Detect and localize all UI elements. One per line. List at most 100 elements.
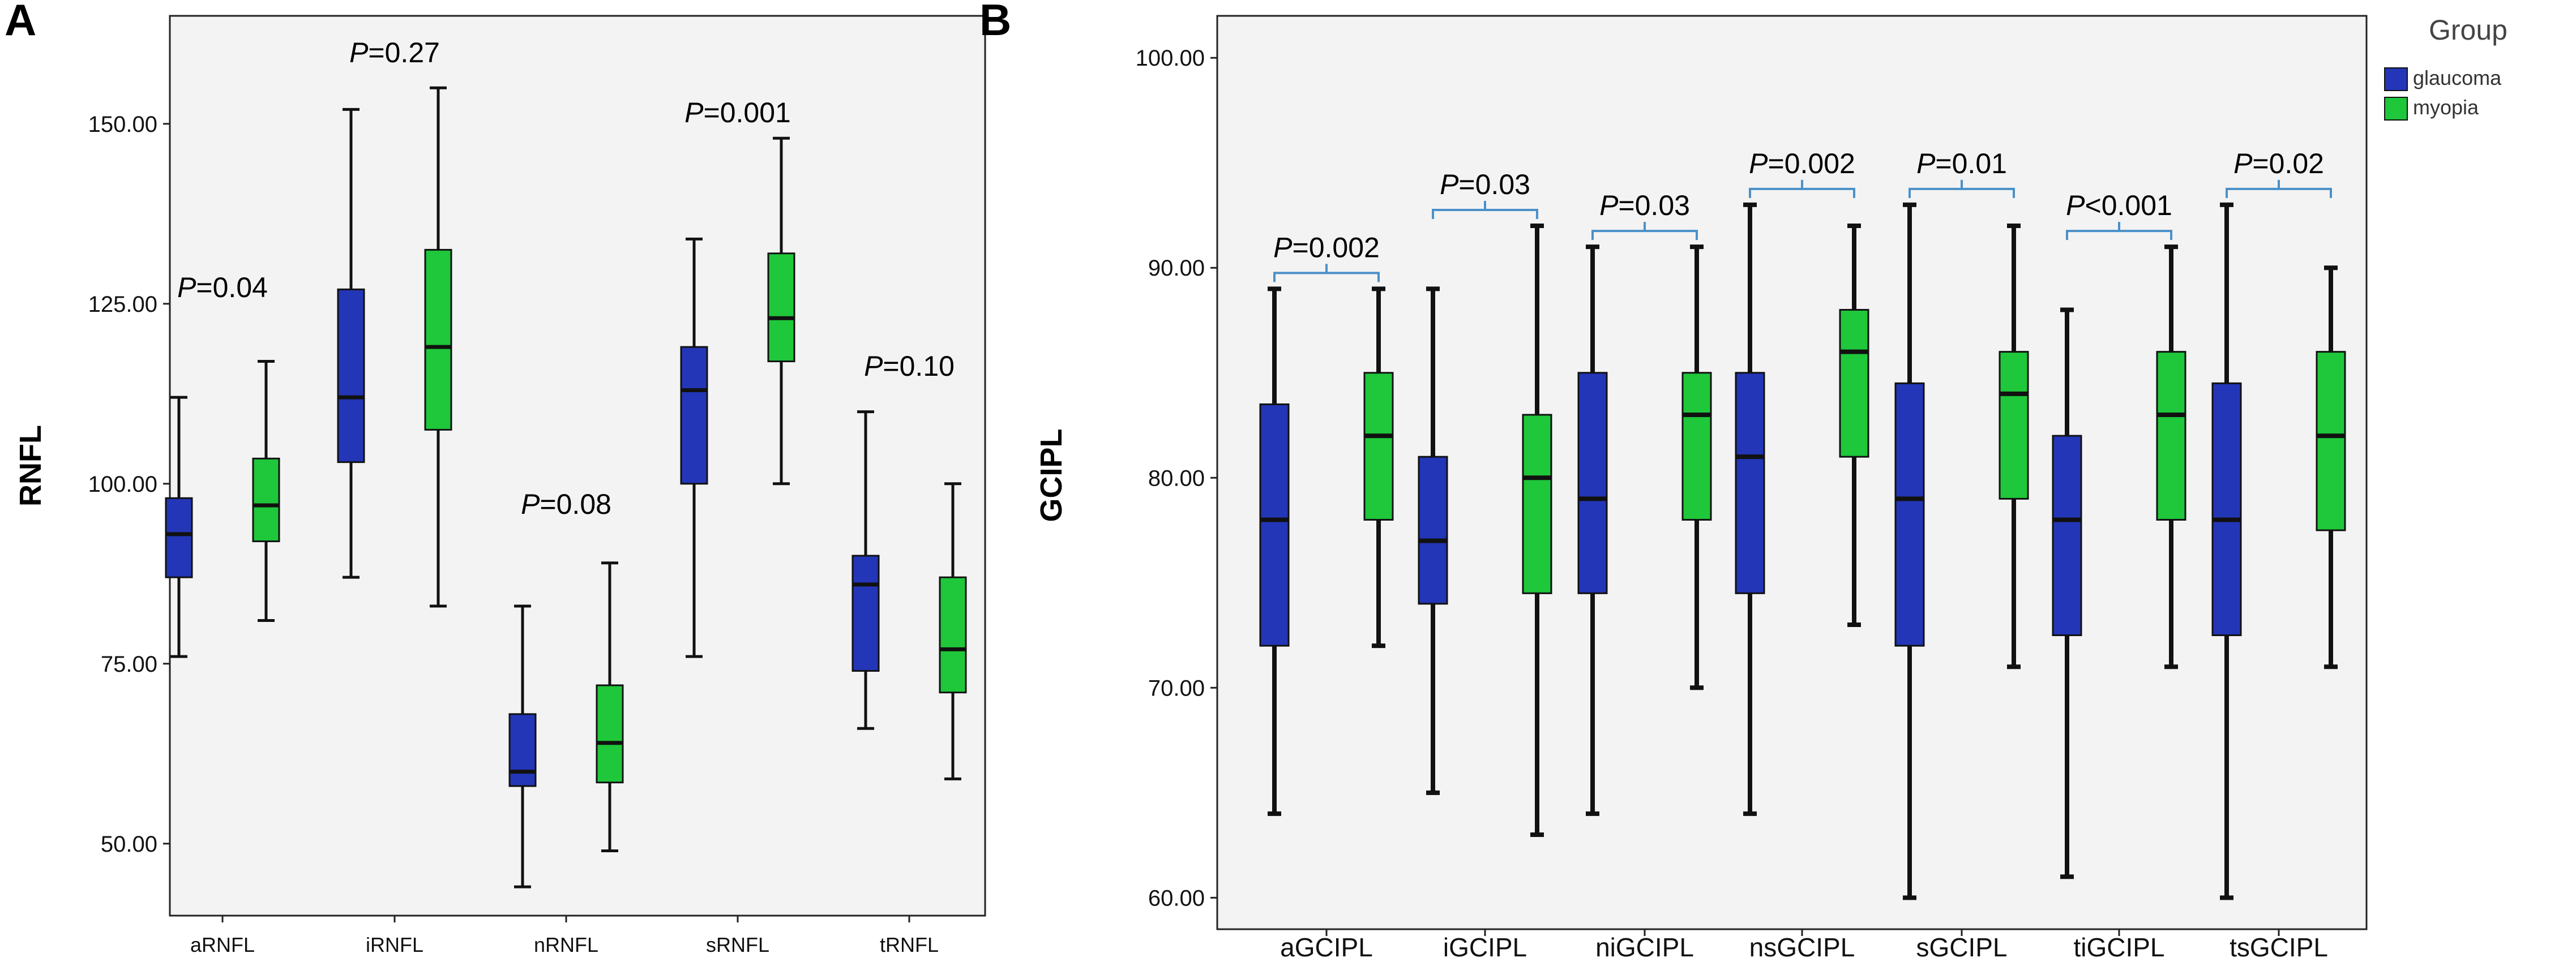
box-iqr bbox=[2316, 351, 2346, 531]
box-glaucoma-tigcipl bbox=[2052, 307, 2082, 879]
box-glaucoma-tsgcipl bbox=[2211, 202, 2242, 900]
box-myopia-igcipl bbox=[1522, 224, 1552, 838]
p-value: =0.27 bbox=[368, 37, 440, 68]
p-symbol: P bbox=[1599, 190, 1619, 221]
box-glaucoma-nsgcipl bbox=[1735, 202, 1765, 816]
x-tick-label-irnfl: iRNFL bbox=[366, 933, 423, 956]
box-iqr bbox=[680, 346, 708, 485]
box-myopia-irnfl bbox=[424, 86, 452, 608]
p-symbol: P bbox=[177, 272, 196, 303]
box-myopia-nsgcipl bbox=[1839, 224, 1869, 627]
p-value: =0.03 bbox=[1458, 169, 1530, 200]
legend-label-glaucoma: glaucoma bbox=[2413, 66, 2502, 89]
legend-title: Group bbox=[2429, 14, 2507, 46]
box-iqr bbox=[1999, 351, 2029, 500]
box-iqr bbox=[1522, 414, 1552, 594]
panel-a-y-axis-label: RNFL bbox=[14, 425, 48, 506]
p-value-label-nsgcipl: P=0.002 bbox=[1749, 148, 1855, 179]
box-myopia-tsgcipl bbox=[2316, 265, 2346, 669]
box-iqr bbox=[2052, 435, 2082, 637]
box-myopia-nrnfl bbox=[596, 561, 624, 853]
x-tick-label-nsgcipl: nsGCIPL bbox=[1749, 933, 1855, 962]
p-value: =0.08 bbox=[540, 488, 611, 520]
panel-a-y-ticks: 50.00 75.00 100.00 125.00 150.00 bbox=[88, 112, 170, 857]
p-value-label-trnfl: P=0.10 bbox=[864, 350, 955, 382]
panel-b-y-ticks: 60.00 70.00 80.00 90.00 100.00 bbox=[1136, 46, 1217, 911]
y-tick-label: 150.00 bbox=[88, 112, 157, 137]
legend-swatch-myopia bbox=[2384, 97, 2408, 121]
panel-a-plot-area bbox=[169, 15, 986, 917]
panel-b-boxes bbox=[1259, 202, 2346, 900]
p-value: =0.002 bbox=[1768, 148, 1855, 179]
p-symbol: P bbox=[1916, 148, 1936, 179]
p-value: <0.001 bbox=[2085, 190, 2172, 221]
y-tick-label: 100.00 bbox=[1136, 46, 1205, 71]
significance-bracket-sgcipl bbox=[1909, 179, 2015, 198]
panel-a-letter: A bbox=[5, 0, 36, 45]
p-symbol: P bbox=[2066, 190, 2085, 221]
y-tick-label: 125.00 bbox=[88, 292, 157, 317]
y-tick-label: 60.00 bbox=[1148, 886, 1205, 911]
x-tick-label-tsgcipl: tsGCIPL bbox=[2230, 933, 2328, 962]
box-iqr bbox=[1894, 382, 1925, 647]
p-value: =0.01 bbox=[1935, 148, 2007, 179]
p-symbol: P bbox=[349, 37, 369, 68]
y-tick-label: 50.00 bbox=[101, 832, 157, 857]
p-value-label-igcipl: P=0.03 bbox=[1440, 169, 1530, 200]
p-value: =0.001 bbox=[704, 97, 791, 128]
significance-bracket-nigcipl bbox=[1591, 222, 1698, 241]
box-iqr bbox=[851, 555, 880, 672]
p-value: =0.10 bbox=[883, 350, 955, 382]
box-glaucoma-srnfl bbox=[680, 237, 708, 658]
y-tick-label: 100.00 bbox=[88, 472, 157, 497]
significance-bracket-tsgcipl bbox=[2226, 179, 2332, 198]
box-myopia-nigcipl bbox=[1681, 244, 1712, 690]
box-glaucoma-igcipl bbox=[1418, 286, 1448, 795]
p-value: =0.04 bbox=[196, 272, 268, 303]
p-value: =0.03 bbox=[1618, 190, 1690, 221]
x-tick-label-arnfl: aRNFL bbox=[190, 933, 255, 956]
x-tick-label-igcipl: iGCIPL bbox=[1443, 933, 1527, 962]
box-iqr bbox=[1418, 456, 1448, 605]
x-tick-label-nrnfl: nRNFL bbox=[534, 933, 598, 956]
box-glaucoma-sgcipl bbox=[1894, 202, 1925, 900]
significance-bracket-tigcipl bbox=[2066, 222, 2172, 241]
p-value-label-srnfl: P=0.001 bbox=[684, 97, 791, 128]
box-glaucoma-nigcipl bbox=[1577, 244, 1608, 816]
y-tick-label: 70.00 bbox=[1148, 676, 1205, 701]
box-iqr bbox=[1363, 372, 1394, 521]
legend-swatch-glaucoma bbox=[2384, 67, 2408, 91]
p-symbol: P bbox=[1440, 169, 1459, 200]
p-value-label-sgcipl: P=0.01 bbox=[1916, 148, 2007, 179]
p-value-label-tigcipl: P<0.001 bbox=[2066, 190, 2172, 221]
p-value: =0.02 bbox=[2252, 148, 2324, 179]
p-value-label-nigcipl: P=0.03 bbox=[1599, 190, 1690, 221]
p-symbol: P bbox=[521, 488, 540, 520]
box-iqr bbox=[424, 248, 452, 431]
box-iqr bbox=[767, 252, 795, 363]
box-myopia-srnfl bbox=[767, 136, 795, 486]
p-value: =0.002 bbox=[1293, 231, 1380, 263]
p-symbol: P bbox=[2233, 148, 2253, 179]
box-iqr bbox=[1259, 403, 1290, 647]
p-value-label-tsgcipl: P=0.02 bbox=[2233, 148, 2324, 179]
box-myopia-tigcipl bbox=[2156, 244, 2186, 669]
y-tick-label: 90.00 bbox=[1148, 256, 1205, 281]
x-tick-label-srnfl: sRNFL bbox=[706, 933, 769, 956]
x-tick-label-nigcipl: niGCIPL bbox=[1595, 933, 1694, 962]
x-tick-label-agcipl: aGCIPL bbox=[1280, 933, 1373, 962]
box-iqr bbox=[508, 713, 537, 787]
panel-b-letter: B bbox=[979, 0, 1011, 45]
box-myopia-sgcipl bbox=[1999, 224, 2029, 669]
p-value-label-irnfl: P=0.27 bbox=[349, 37, 440, 68]
box-iqr bbox=[1735, 372, 1765, 594]
panel-a-x-ticks: aRNFL iRNFL nRNFL sRNFL tRNFL bbox=[190, 916, 939, 956]
p-value-label-nrnfl: P=0.08 bbox=[521, 488, 611, 520]
significance-bracket-nsgcipl bbox=[1749, 179, 1855, 198]
p-symbol: P bbox=[684, 97, 704, 128]
panel-b: B GCIPL 60.00 70.00 80.00 90.00 100.00 aGCIP… bbox=[979, 0, 2507, 962]
significance-bracket-agcipl bbox=[1273, 264, 1380, 282]
x-tick-label-trnfl: tRNFL bbox=[880, 933, 939, 956]
box-glaucoma-agcipl bbox=[1259, 286, 1290, 816]
